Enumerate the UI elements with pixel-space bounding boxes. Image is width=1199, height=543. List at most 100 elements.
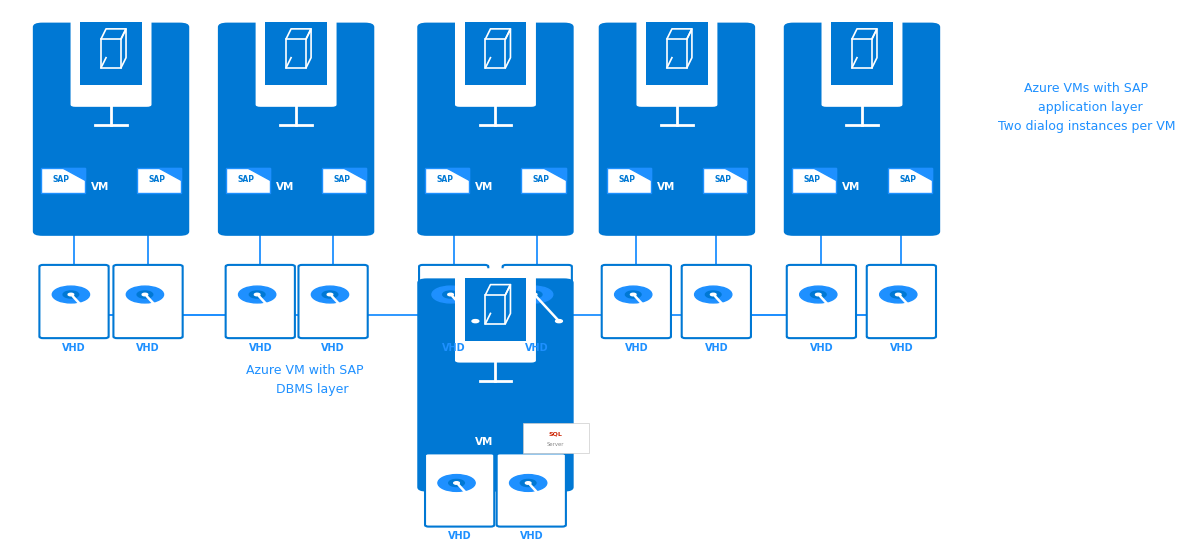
Text: VHD: VHD [248,343,272,353]
Circle shape [472,320,478,323]
Polygon shape [447,168,470,180]
Circle shape [53,286,90,303]
FancyBboxPatch shape [486,39,506,68]
Polygon shape [629,168,651,180]
Circle shape [694,286,731,303]
FancyBboxPatch shape [255,12,337,107]
Polygon shape [725,168,747,180]
Text: VM: VM [657,181,675,192]
FancyBboxPatch shape [417,23,573,236]
Circle shape [448,479,464,487]
Polygon shape [543,168,566,180]
Text: VM: VM [91,181,109,192]
Text: SAP: SAP [715,175,731,184]
Circle shape [68,293,73,296]
Circle shape [351,320,359,323]
Text: SAP: SAP [436,175,453,184]
FancyBboxPatch shape [888,168,932,193]
Circle shape [880,286,917,303]
FancyBboxPatch shape [465,277,526,340]
FancyBboxPatch shape [667,39,687,68]
Text: SAP: SAP [53,175,70,184]
Circle shape [735,320,741,323]
Text: VHD: VHD [137,343,159,353]
FancyBboxPatch shape [787,265,856,338]
FancyBboxPatch shape [598,23,755,236]
FancyBboxPatch shape [420,265,488,338]
Circle shape [526,291,542,298]
Text: VM: VM [475,437,494,447]
Text: SAP: SAP [803,175,820,184]
Circle shape [239,286,276,303]
Text: VM: VM [276,181,294,192]
Circle shape [478,508,484,511]
FancyBboxPatch shape [496,453,566,527]
Circle shape [453,482,459,484]
FancyBboxPatch shape [218,23,374,236]
FancyBboxPatch shape [80,22,141,85]
Circle shape [516,286,553,303]
Text: VHD: VHD [890,343,914,353]
Circle shape [811,291,826,298]
FancyBboxPatch shape [646,22,707,85]
Circle shape [323,291,338,298]
FancyBboxPatch shape [417,279,573,491]
FancyBboxPatch shape [40,265,109,338]
FancyBboxPatch shape [114,265,182,338]
FancyBboxPatch shape [323,168,366,193]
Circle shape [655,320,662,323]
Text: SAP: SAP [899,175,916,184]
Text: SQL: SQL [549,432,562,437]
FancyBboxPatch shape [852,39,872,68]
Circle shape [520,479,536,487]
Circle shape [839,320,846,323]
Text: VM: VM [842,181,860,192]
Circle shape [920,320,927,323]
Text: SAP: SAP [532,175,550,184]
Text: VHD: VHD [625,343,649,353]
FancyBboxPatch shape [137,168,181,193]
Circle shape [815,293,821,296]
Circle shape [626,291,641,298]
Circle shape [137,291,152,298]
Circle shape [510,475,547,491]
Polygon shape [159,168,181,180]
FancyBboxPatch shape [454,12,536,107]
Polygon shape [248,168,270,180]
FancyBboxPatch shape [32,23,189,236]
Circle shape [555,320,562,323]
Circle shape [278,320,285,323]
FancyBboxPatch shape [71,12,151,107]
Circle shape [92,320,100,323]
Circle shape [525,482,531,484]
FancyBboxPatch shape [41,168,85,193]
Text: VHD: VHD [442,343,465,353]
Polygon shape [64,168,85,180]
Text: VHD: VHD [62,343,86,353]
Text: VHD: VHD [525,343,549,353]
FancyBboxPatch shape [486,295,506,324]
Circle shape [896,293,902,296]
Circle shape [615,286,652,303]
Polygon shape [814,168,836,180]
Text: SAP: SAP [333,175,350,184]
FancyBboxPatch shape [831,22,893,85]
Circle shape [711,293,716,296]
FancyBboxPatch shape [465,22,526,85]
Circle shape [705,291,721,298]
Text: SAP: SAP [149,175,165,184]
FancyBboxPatch shape [522,168,566,193]
FancyBboxPatch shape [791,168,836,193]
Text: VHD: VHD [809,343,833,353]
FancyBboxPatch shape [637,12,717,107]
Text: VHD: VHD [519,532,543,541]
Circle shape [531,293,537,296]
FancyBboxPatch shape [225,168,270,193]
FancyBboxPatch shape [287,39,306,68]
Text: VHD: VHD [705,343,728,353]
Circle shape [438,475,475,491]
Circle shape [64,291,79,298]
FancyBboxPatch shape [867,265,936,338]
Circle shape [167,320,173,323]
Circle shape [432,286,469,303]
